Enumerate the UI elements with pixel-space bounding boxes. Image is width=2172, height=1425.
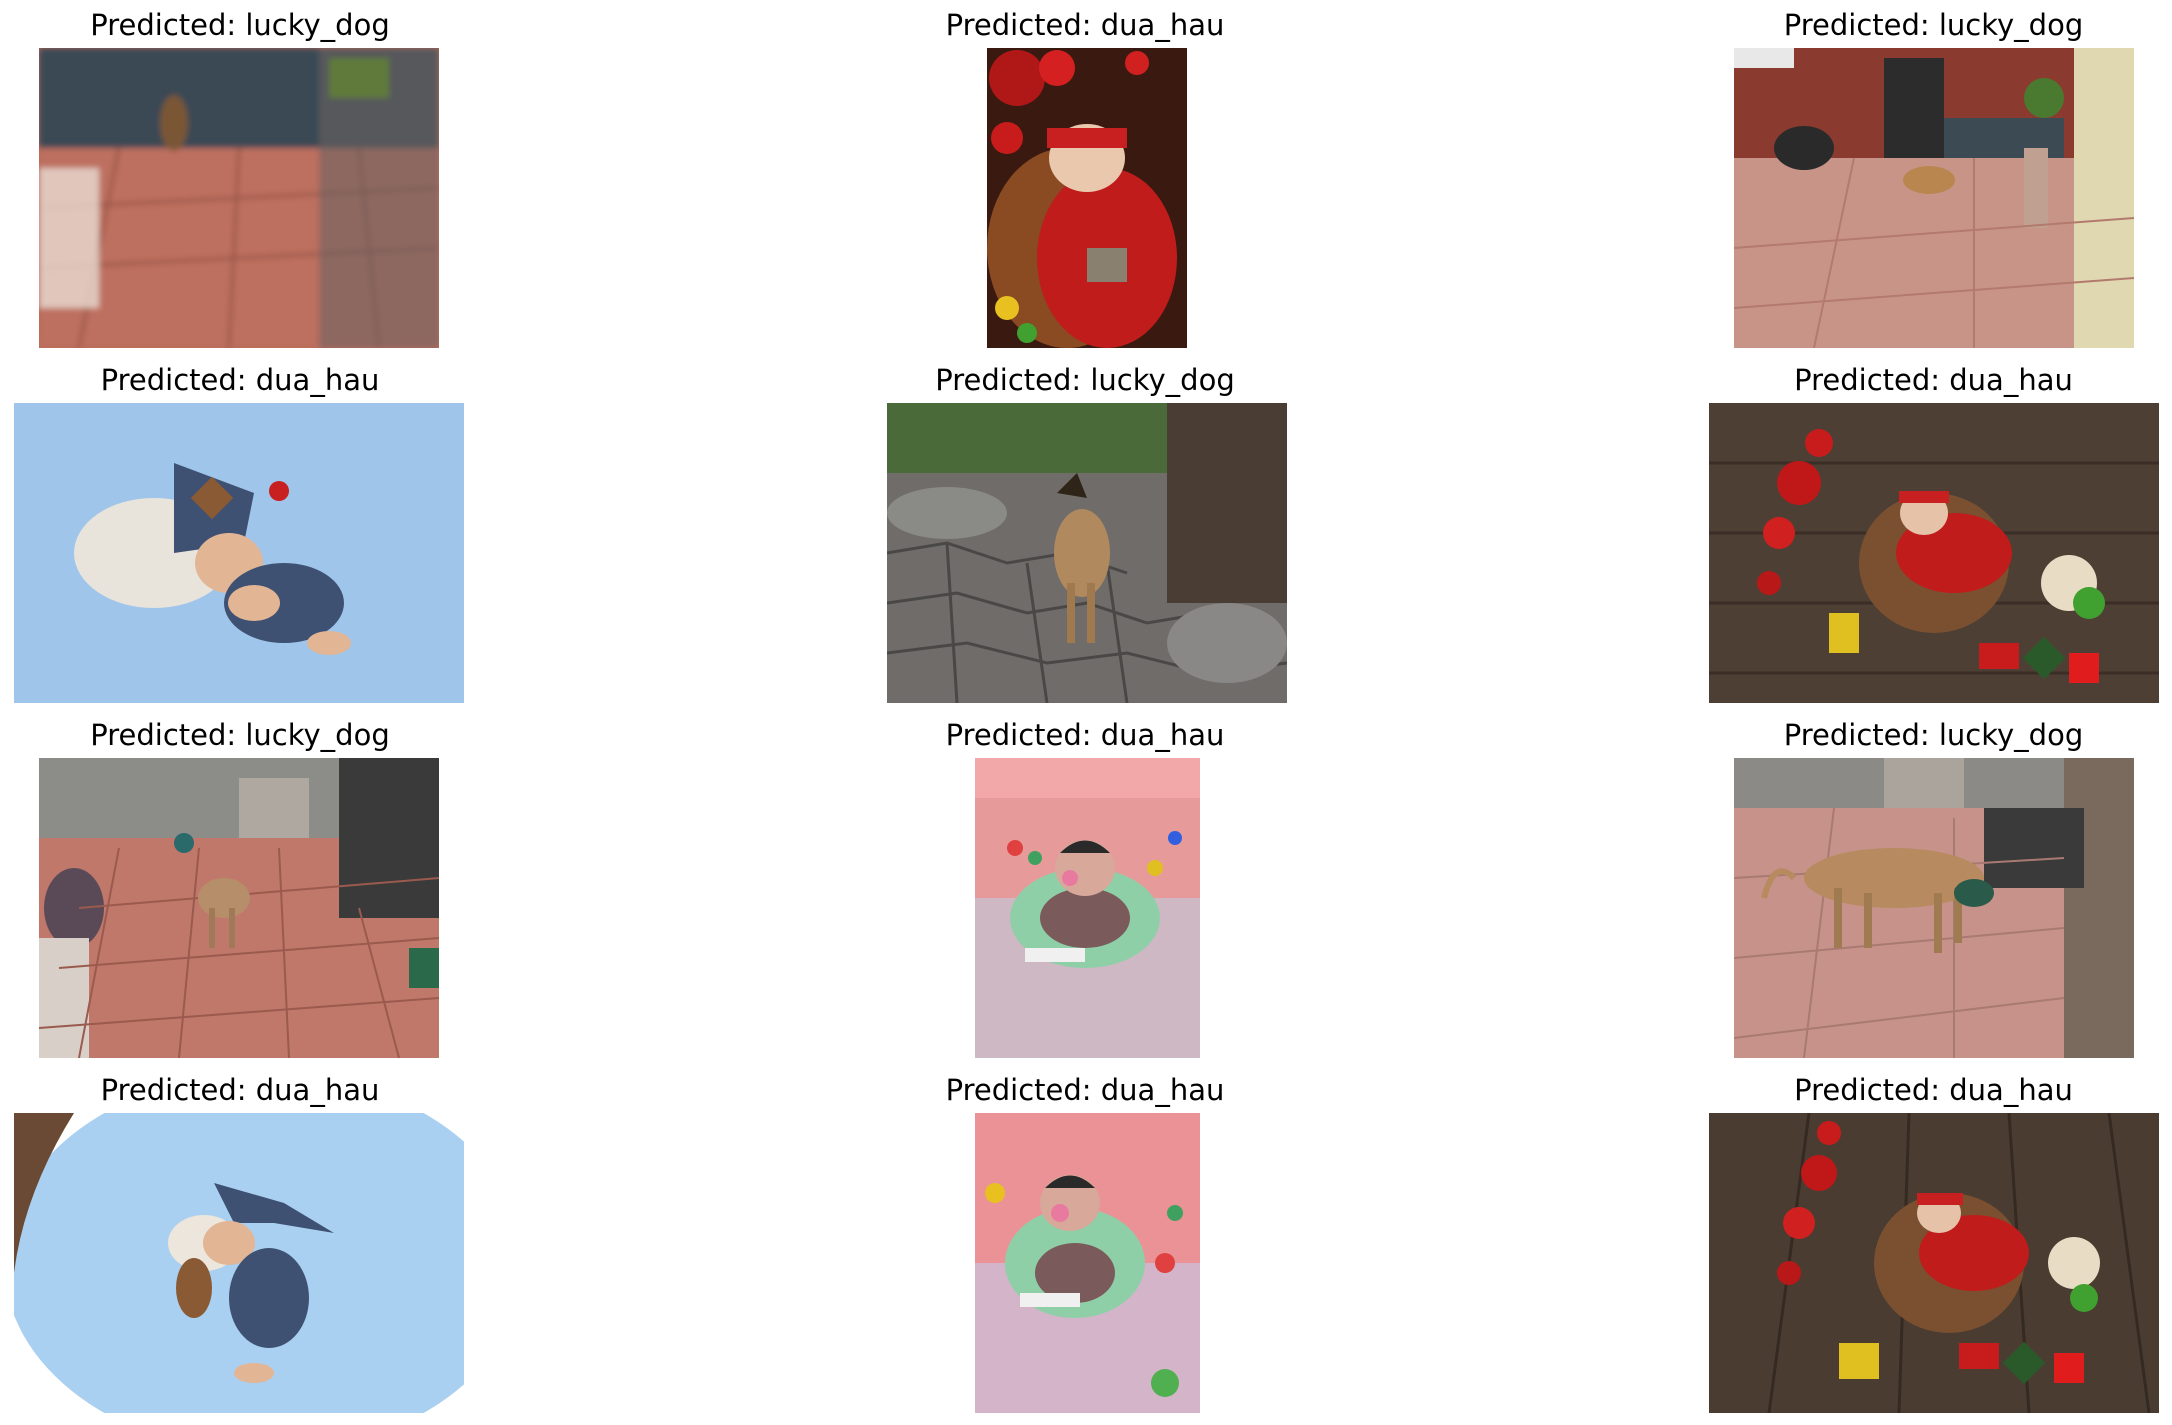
baby-photo [975, 758, 1200, 1058]
panel-caption: Predicted: dua_hau [100, 1073, 380, 1107]
panel-caption: Predicted: lucky_dog [1783, 8, 2084, 42]
baby-photo [1709, 403, 2159, 703]
panel-caption: Predicted: dua_hau [945, 718, 1225, 752]
panel-8: Predicted: dua_hau [845, 715, 1325, 1060]
panel-caption: Predicted: lucky_dog [1783, 718, 2084, 752]
panel-6: Predicted: dua_hau [1695, 360, 2172, 705]
panel-caption: Predicted: dua_hau [945, 1073, 1225, 1107]
dog-photo [39, 48, 439, 348]
panel-12: Predicted: dua_hau [1695, 1070, 2172, 1415]
dog-photo [887, 403, 1287, 703]
panel-4: Predicted: dua_hau [0, 360, 480, 705]
panel-caption: Predicted: dua_hau [100, 363, 380, 397]
panel-3: Predicted: lucky_dog [1695, 5, 2172, 350]
panel-7: Predicted: lucky_dog [0, 715, 480, 1060]
panel-caption: Predicted: dua_hau [1794, 1073, 2073, 1107]
panel-1: Predicted: lucky_dog [0, 5, 480, 350]
baby-photo [975, 1113, 1200, 1413]
baby-photo [1709, 1113, 2159, 1413]
dog-photo [1734, 48, 2134, 348]
panel-caption: Predicted: lucky_dog [90, 718, 390, 752]
dog-photo [1734, 758, 2134, 1058]
baby-photo [987, 48, 1187, 348]
baby-photo [14, 1113, 464, 1413]
panel-11: Predicted: dua_hau [845, 1070, 1325, 1415]
panel-caption: Predicted: dua_hau [1794, 363, 2073, 397]
panel-2: Predicted: dua_hau [845, 5, 1325, 350]
baby-photo [14, 403, 464, 703]
panel-caption: Predicted: dua_hau [945, 8, 1225, 42]
dog-photo [39, 758, 439, 1058]
panel-10: Predicted: dua_hau [0, 1070, 480, 1415]
panel-9: Predicted: lucky_dog [1695, 715, 2172, 1060]
panel-caption: Predicted: lucky_dog [90, 8, 390, 42]
panel-5: Predicted: lucky_dog [845, 360, 1325, 705]
panel-caption: Predicted: lucky_dog [935, 363, 1235, 397]
